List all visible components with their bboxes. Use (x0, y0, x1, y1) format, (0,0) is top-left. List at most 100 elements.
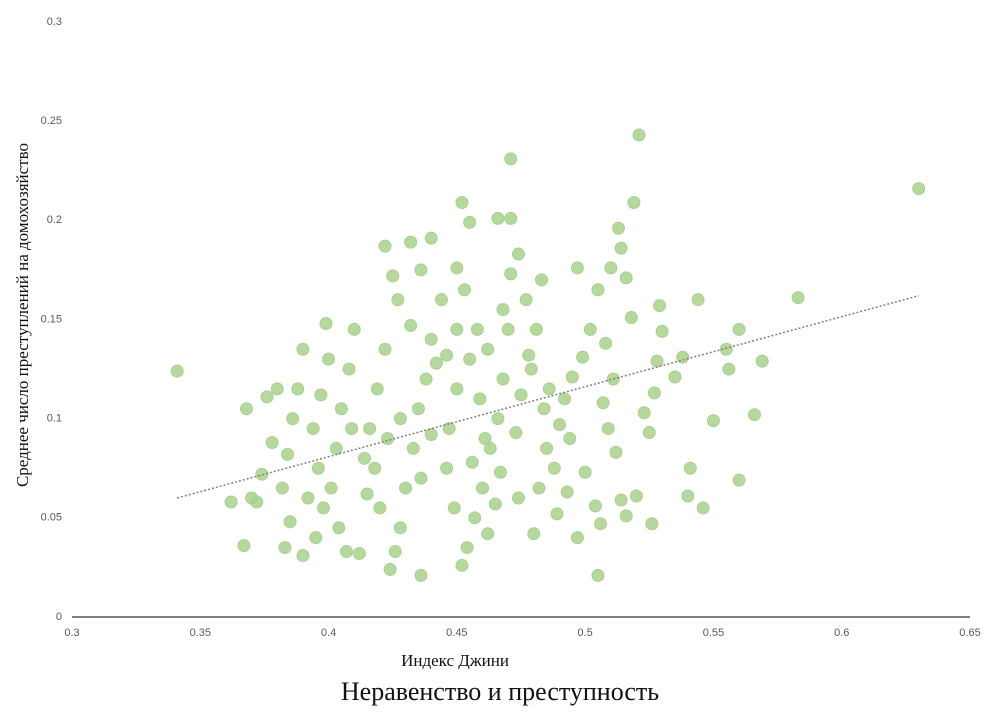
point (493, 465, 507, 479)
point (696, 501, 710, 515)
point (560, 485, 574, 499)
point (239, 402, 253, 416)
point (653, 299, 667, 313)
point (488, 497, 502, 511)
point (611, 221, 625, 235)
point (450, 322, 464, 336)
point (791, 291, 805, 305)
point (609, 445, 623, 459)
point (519, 293, 533, 307)
point (668, 370, 682, 384)
point (309, 531, 323, 545)
point (414, 568, 428, 582)
point (386, 269, 400, 283)
point (381, 432, 395, 445)
point (558, 392, 572, 406)
point (655, 324, 669, 338)
point (527, 527, 541, 541)
point (681, 489, 695, 503)
point (632, 128, 646, 142)
point (306, 422, 320, 436)
point (342, 362, 356, 376)
point (411, 402, 425, 416)
point (537, 402, 551, 416)
point (311, 461, 325, 475)
point (283, 515, 297, 529)
point (706, 414, 720, 428)
point (547, 461, 561, 475)
point (570, 261, 584, 275)
point (529, 322, 543, 336)
point (316, 501, 330, 515)
point (450, 261, 464, 275)
point (170, 364, 184, 378)
point (552, 418, 566, 432)
point (511, 247, 525, 261)
point (424, 428, 438, 442)
point (747, 408, 761, 422)
trendline (176, 294, 919, 499)
point (352, 547, 366, 561)
point (373, 501, 387, 515)
y-tick-label: 0.25 (41, 115, 62, 127)
point (296, 342, 310, 356)
point (291, 382, 305, 396)
point (463, 215, 477, 229)
point (542, 382, 556, 396)
point (447, 501, 461, 515)
point (450, 382, 464, 396)
point (591, 283, 605, 297)
point (324, 481, 338, 495)
point (424, 332, 438, 346)
point (419, 372, 433, 386)
y-tick-label: 0 (56, 611, 62, 623)
point (237, 539, 251, 553)
y-tick-label: 0.2 (47, 214, 62, 226)
point (624, 311, 638, 325)
point (501, 322, 515, 336)
point (591, 568, 605, 582)
point (732, 473, 746, 487)
point (514, 388, 528, 402)
point (465, 455, 479, 469)
point (322, 352, 336, 366)
point (370, 382, 384, 396)
y-tick-label: 0.3 (47, 16, 62, 28)
point (406, 441, 420, 455)
point (278, 541, 292, 555)
point (378, 342, 392, 356)
point (391, 293, 405, 307)
point (245, 491, 259, 505)
point (314, 388, 328, 402)
point (440, 348, 454, 362)
point (596, 396, 610, 410)
point (563, 432, 577, 445)
y-axis-label: Среднее число преступлений на домохозяйс… (13, 143, 32, 487)
point (347, 322, 361, 336)
point (691, 293, 705, 307)
point (414, 471, 428, 485)
point (357, 451, 371, 465)
point (627, 195, 641, 209)
point (509, 426, 523, 440)
point (481, 527, 495, 541)
point (614, 493, 628, 507)
point (535, 273, 549, 287)
point (260, 390, 274, 404)
point (468, 511, 482, 525)
point (594, 517, 608, 531)
point (296, 549, 310, 563)
point (378, 239, 392, 253)
point (588, 499, 602, 513)
y-tick-label: 0.05 (41, 512, 62, 524)
point (570, 531, 584, 545)
point (576, 350, 590, 364)
point (463, 352, 477, 366)
point (455, 195, 469, 209)
point (504, 211, 518, 225)
point (504, 152, 518, 166)
point (540, 441, 554, 455)
point (368, 461, 382, 475)
point (319, 316, 333, 330)
